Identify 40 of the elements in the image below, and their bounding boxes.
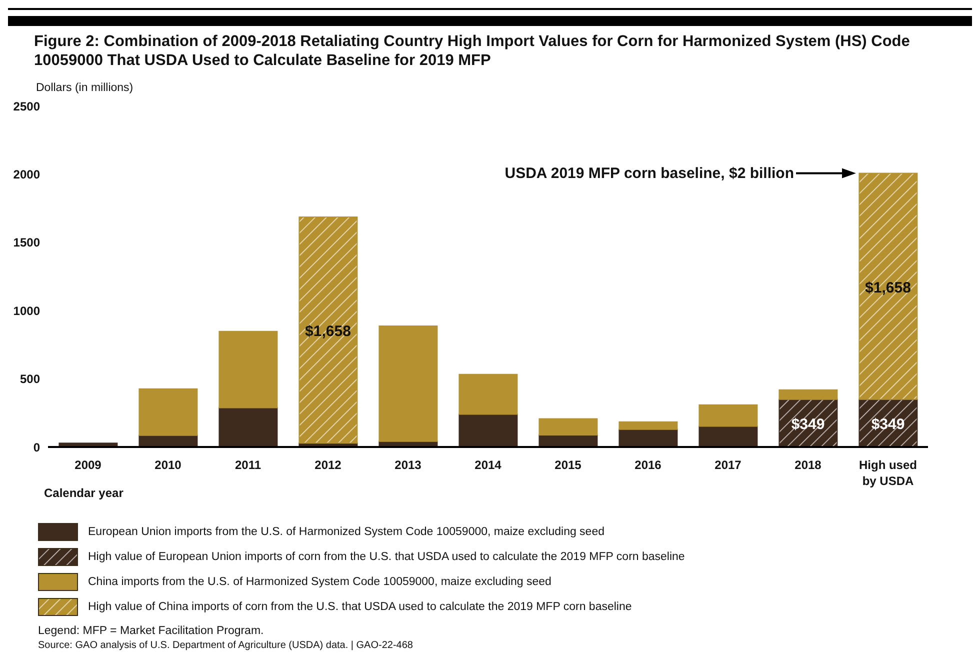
x-tick-label: 2013 bbox=[394, 458, 422, 472]
source-note: Source: GAO analysis of U.S. Department of Agriculture (USDA) data. | GAO-22-468 bbox=[38, 640, 414, 651]
y-tick-label: 2000 bbox=[13, 167, 40, 182]
bar bbox=[698, 426, 758, 447]
y-tick-label: 2500 bbox=[13, 99, 40, 114]
text: Legend: MFP = Market Facilitation Program. bbox=[38, 625, 265, 637]
x-axis-title: Calendar year bbox=[44, 486, 124, 500]
bar bbox=[218, 407, 278, 447]
bar bbox=[138, 388, 198, 436]
bar bbox=[218, 330, 278, 408]
bar bbox=[538, 418, 598, 436]
x-tick-label: 2014 bbox=[474, 458, 502, 472]
bar bbox=[458, 414, 518, 447]
x-tick-label: 2015 bbox=[554, 458, 582, 472]
annotation: USDA 2019 MFP corn baseline, $2 billion bbox=[504, 165, 794, 182]
bar bbox=[618, 421, 678, 430]
x-tick-label: 2012 bbox=[314, 458, 342, 472]
x-tick-label: High used by USDA bbox=[858, 458, 918, 488]
x-tick-label: 2016 bbox=[634, 458, 662, 472]
legend-label: European Union imports from the U.S. of Harmonized System Code 10059000, maize excluding seed bbox=[88, 526, 604, 538]
bar bbox=[778, 389, 838, 400]
bar bbox=[298, 216, 358, 444]
bar bbox=[858, 172, 918, 400]
y-tick-label: 500 bbox=[20, 372, 40, 386]
x-tick-label: 2010 bbox=[154, 458, 182, 472]
x-tick-label: 2017 bbox=[714, 458, 742, 472]
bar bbox=[698, 404, 758, 427]
y-tick-label: 1000 bbox=[13, 304, 40, 318]
chart-title: Figure 2: Combination of 2009-2018 Retaliating Country High Import Values for Corn for Harmonized System (HS) Code 10059000 That USDA Used to Calculate Baseline for 2019 MFP bbox=[34, 32, 911, 70]
legend-label: China imports from the U.S. of Harmonized System Code 10059000, maize excluding seed bbox=[88, 576, 552, 588]
x-tick-label: 2018 bbox=[794, 458, 822, 472]
x-tick-label: 2011 bbox=[234, 458, 262, 472]
x-tick-label: 2009 bbox=[74, 458, 102, 472]
bar bbox=[458, 374, 518, 415]
legend-label: High value of European Union imports of corn from the U.S. that USDA used to calculate the 2019 MFP corn baseline bbox=[88, 550, 685, 562]
y-tick-label: 0 bbox=[33, 440, 40, 454]
legend-label: High value of China imports of corn from the U.S. that USDA used to calculate the 2019 MFP corn baseline bbox=[88, 600, 632, 612]
bar bbox=[378, 326, 438, 442]
y-axis-title: Dollars (in millions) bbox=[36, 82, 134, 94]
y-tick-label: 1500 bbox=[13, 236, 40, 250]
